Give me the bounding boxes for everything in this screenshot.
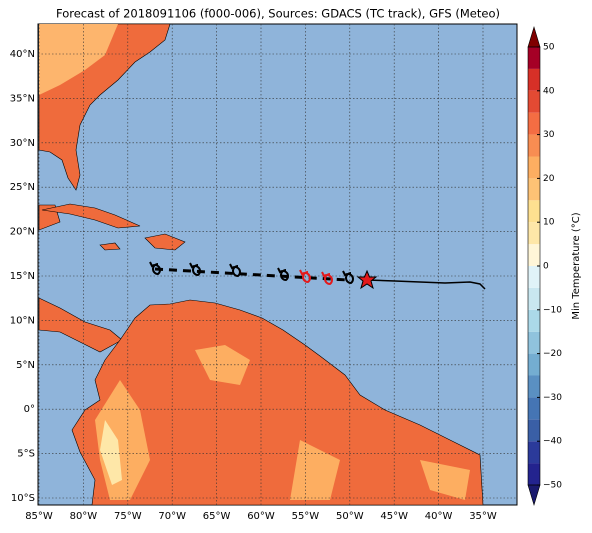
lon-tick-label: 40°W <box>425 511 453 522</box>
colorbar-band <box>528 309 540 332</box>
past-track <box>366 279 486 290</box>
colorbar: 50 40 30 20 10 0 −10 −20 −30 −40 −50 <box>527 25 562 507</box>
colorbar-band <box>528 178 540 201</box>
lat-tick-label: 25°N <box>10 182 35 193</box>
lon-tick-label: 70°W <box>158 511 186 522</box>
colorbar-band <box>528 441 540 464</box>
lon-tick-label: 45°W <box>380 511 408 522</box>
colorbar-tick-label: −30 <box>543 393 562 403</box>
colorbar-tick-label: −10 <box>543 305 562 315</box>
central-america <box>38 297 123 353</box>
colorbar-tick-label: −40 <box>543 437 562 447</box>
lon-tick-label: 60°W <box>247 511 275 522</box>
lon-tick-label: 55°W <box>292 511 320 522</box>
colorbar-band <box>528 134 540 157</box>
colorbar-band <box>528 397 540 420</box>
lon-tick-label: 80°W <box>70 511 98 522</box>
colorbar-band <box>528 68 540 91</box>
lat-tick-label: 30°N <box>10 138 35 149</box>
colorbar-tick-label: 10 <box>543 218 555 228</box>
colorbar-tick-label: 20 <box>543 174 555 184</box>
colorbar-band <box>528 156 540 179</box>
lat-tick-label: 5°N <box>16 360 35 371</box>
title: Forecast of 2018091106 (f000-006), Sourc… <box>56 7 500 21</box>
colorbar-over <box>527 25 541 48</box>
lon-tick-label: 85°W <box>25 511 53 522</box>
jamaica <box>99 242 121 251</box>
warm-land <box>95 345 470 500</box>
storm-track <box>149 261 486 290</box>
colorbar-tick-label: 40 <box>543 86 555 96</box>
lon-tick-label: 75°W <box>114 511 142 522</box>
cool-land <box>100 420 122 485</box>
lat-tick-label: 15°N <box>10 271 35 282</box>
colorbar-tick-label: 0 <box>543 262 549 272</box>
colorbar-under <box>527 484 541 507</box>
colorbar-label: Min Temperature (°C) <box>571 212 582 319</box>
lon-tick-label: 50°W <box>336 511 364 522</box>
colorbar-band <box>528 222 540 245</box>
lon-tick-label: 35°W <box>469 511 497 522</box>
colorbar-tick-label: 30 <box>543 130 555 140</box>
lat-tick-label: 5°S <box>17 449 35 460</box>
colorbar-band <box>528 287 540 310</box>
lat-tick-label: 40°N <box>10 49 35 60</box>
colorbar-band <box>528 463 540 485</box>
storm-symbols <box>149 261 354 286</box>
cuba <box>41 203 141 229</box>
colorbar-tick-label: −50 <box>543 481 562 491</box>
grid: 85°W 80°W 75°W 70°W 65°W 60°W 55°W 50°W 45°W 40°W… <box>10 24 517 522</box>
colorbar-tick-label: 50 <box>543 43 555 53</box>
colorbar-band <box>528 266 540 288</box>
colorbar-band <box>528 331 540 354</box>
lat-tick-label: 0° <box>24 404 35 415</box>
colorbar-band <box>528 90 540 113</box>
lat-tick-label: 10°S <box>11 493 35 504</box>
hispaniola <box>144 233 186 251</box>
colorbar-band <box>528 375 540 398</box>
colorbar-band <box>528 419 540 442</box>
lon-tick-label: 65°W <box>203 511 231 522</box>
colorbar-band <box>528 244 540 266</box>
colorbar-band <box>528 353 540 376</box>
forecast-track <box>154 267 349 282</box>
lat-tick-label: 10°N <box>10 315 35 326</box>
current-position <box>356 269 378 290</box>
colorbar-band <box>528 112 540 135</box>
lat-tick-label: 20°N <box>10 227 35 238</box>
map <box>37 23 518 506</box>
colorbar-band <box>528 200 540 223</box>
colorbar-band <box>528 47 540 69</box>
north-america-cool <box>39 24 118 95</box>
lat-tick-label: 35°N <box>10 93 35 104</box>
colorbar-tick-label: −20 <box>543 349 562 359</box>
